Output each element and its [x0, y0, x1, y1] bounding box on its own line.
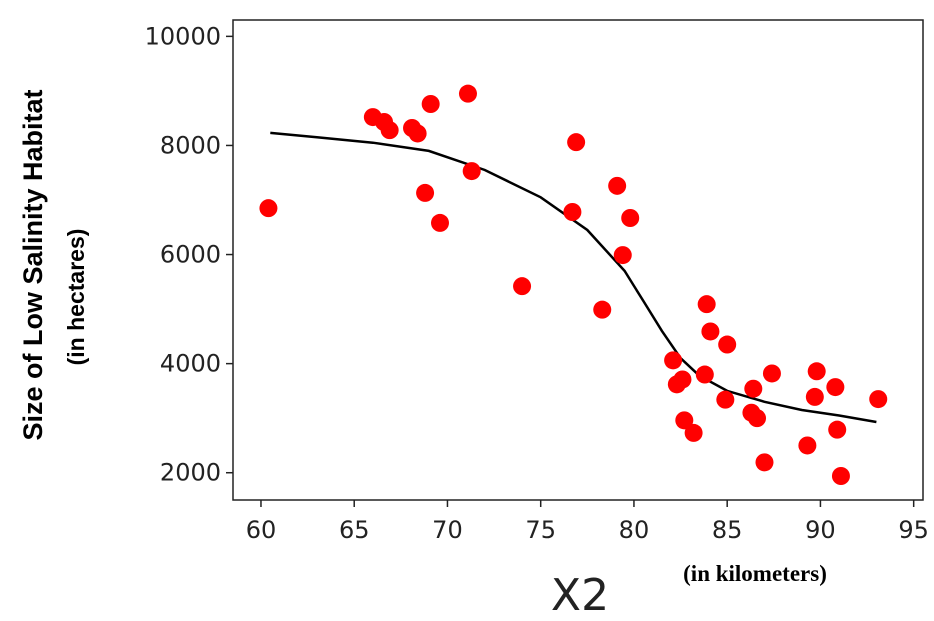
data-point	[807, 362, 826, 381]
plot-frame	[232, 19, 924, 501]
data-point	[697, 295, 716, 314]
data-point	[416, 183, 435, 202]
y-axis-label: Size of Low Salinity Habitat	[18, 89, 48, 440]
data-point	[828, 420, 847, 439]
y-tick-label: 4000	[160, 350, 221, 378]
data-point	[608, 176, 627, 195]
data-point	[259, 199, 278, 218]
x-axis-ticks: 60 65 70 75 80 85 90 95	[246, 500, 929, 544]
x-tick-label: 85	[712, 516, 743, 544]
y-tick-label: 10000	[145, 22, 221, 50]
x-tick-label: 75	[525, 516, 556, 544]
data-point	[826, 378, 845, 397]
data-point	[613, 246, 632, 265]
data-point	[718, 335, 737, 354]
data-point	[831, 467, 850, 485]
data-points	[259, 84, 888, 485]
data-point	[513, 277, 532, 296]
data-point	[716, 390, 735, 409]
data-point	[458, 84, 477, 103]
data-point	[701, 322, 720, 341]
data-point	[380, 121, 399, 140]
data-point	[673, 370, 692, 389]
data-point	[748, 409, 767, 428]
data-point	[462, 162, 481, 181]
data-point	[869, 390, 888, 409]
data-point	[593, 300, 612, 319]
x-axis-units: (in kilometers)	[683, 561, 827, 586]
y-tick-label: 2000	[160, 459, 221, 487]
fit-curve	[270, 131, 877, 424]
data-point	[744, 379, 763, 398]
x-axis-label: X2	[551, 570, 609, 621]
x-tick-label: 95	[898, 516, 929, 544]
y-tick-label: 6000	[160, 241, 221, 269]
y-tick-label: 8000	[160, 131, 221, 159]
y-axis-ticks: 2000 4000 6000 8000 10000	[145, 22, 233, 487]
x-tick-label: 80	[619, 516, 650, 544]
data-point	[421, 95, 440, 113]
x-tick-label: 70	[432, 516, 463, 544]
data-point	[805, 387, 824, 406]
y-axis-units: (in hectares)	[63, 229, 89, 366]
x-tick-label: 60	[246, 516, 277, 544]
data-point	[695, 365, 714, 384]
data-point	[431, 213, 449, 232]
data-point	[567, 133, 586, 152]
data-point	[664, 351, 683, 370]
data-point	[408, 124, 427, 143]
data-point	[762, 364, 781, 383]
x-tick-label: 90	[805, 516, 836, 544]
data-point	[755, 453, 774, 472]
data-point	[621, 209, 640, 227]
x-tick-label: 65	[339, 516, 370, 544]
data-point	[798, 436, 817, 455]
data-point	[563, 203, 582, 221]
data-point	[675, 411, 694, 430]
data-point	[684, 423, 703, 442]
